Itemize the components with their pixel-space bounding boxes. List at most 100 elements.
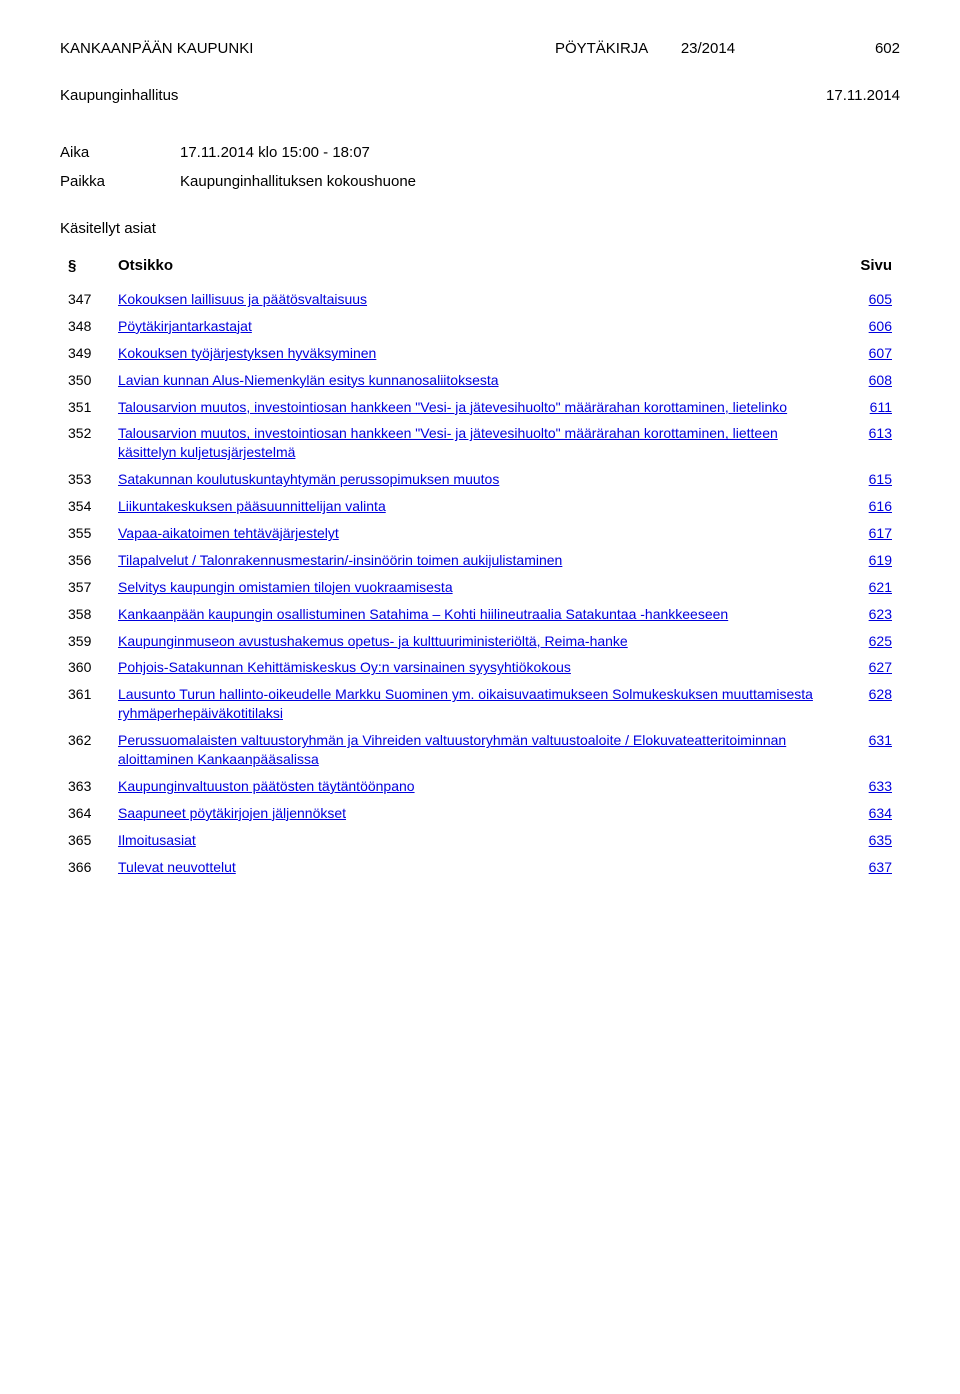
agenda-item-page-link[interactable]: 628 xyxy=(869,686,892,702)
agenda-item-number: 358 xyxy=(60,601,110,628)
agenda-item-page: 627 xyxy=(840,654,900,681)
place-label: Paikka xyxy=(60,173,180,190)
agenda-item-page-link[interactable]: 606 xyxy=(869,318,892,334)
agenda-item-page-link[interactable]: 634 xyxy=(869,805,892,821)
agenda-item-page: 608 xyxy=(840,367,900,394)
agenda-item-page: 616 xyxy=(840,493,900,520)
page-number: 602 xyxy=(840,40,900,57)
agenda-row: 350Lavian kunnan Alus-Niemenkylän esitys… xyxy=(60,367,900,394)
agenda-item-number: 355 xyxy=(60,520,110,547)
agenda-item-number: 359 xyxy=(60,628,110,655)
agenda-row: 347 Kokouksen laillisuus ja päätösvaltais… xyxy=(60,286,900,313)
agenda-item-page-link[interactable]: 615 xyxy=(869,471,892,487)
agenda-section-title: Käsitellyt asiat xyxy=(60,220,900,237)
agenda-item-title-link[interactable]: Lavian kunnan Alus-Niemenkylän esitys ku… xyxy=(118,372,499,388)
agenda-item-number: 365 xyxy=(60,827,110,854)
agenda-item-title: Talousarvion muutos, investointiosan han… xyxy=(110,420,840,466)
agenda-item-page-link[interactable]: 637 xyxy=(869,859,892,875)
agenda-item-title-link[interactable]: Ilmoitusasiat xyxy=(118,832,196,848)
agenda-item-title-link[interactable]: Satakunnan koulutuskuntayhtymän perussop… xyxy=(118,471,499,487)
agenda-item-page: 635 xyxy=(840,827,900,854)
agenda-row: 355 Vapaa-aikatoimen tehtäväjärjestelyt 61… xyxy=(60,520,900,547)
agenda-item-title: Vapaa-aikatoimen tehtäväjärjestelyt xyxy=(110,520,840,547)
agenda-item-title: Tilapalvelut / Talonrakennusmestarin/-in… xyxy=(110,547,840,574)
agenda-item-page-link[interactable]: 631 xyxy=(869,732,892,748)
agenda-row: 359 Kaupunginmuseon avustushakemus opetus… xyxy=(60,628,900,655)
agenda-row: 362Perussuomalaisten valtuustoryhmän ja … xyxy=(60,727,900,773)
meeting-date: 17.11.2014 xyxy=(826,87,900,104)
agenda-item-title: Kokouksen työjärjestyksen hyväksyminen xyxy=(110,340,840,367)
agenda-item-title-link[interactable]: Saapuneet pöytäkirjojen jäljennökset xyxy=(118,805,346,821)
agenda-item-number: 354 xyxy=(60,493,110,520)
agenda-item-title-link[interactable]: Talousarvion muutos, investointiosan han… xyxy=(118,399,787,415)
agenda-row: 366 Tulevat neuvottelut 637 xyxy=(60,854,900,881)
agenda-item-title-link[interactable]: Tilapalvelut / Talonrakennusmestarin/-in… xyxy=(118,552,562,568)
agenda-item-page-link[interactable]: 611 xyxy=(870,399,892,415)
agenda-item-page: 615 xyxy=(840,466,900,493)
agenda-item-page-link[interactable]: 607 xyxy=(869,345,892,361)
agenda-item-title-link[interactable]: Kokouksen laillisuus ja päätösvaltaisuus xyxy=(118,291,367,307)
agenda-item-title-link[interactable]: Pohjois-Satakunnan Kehittämiskeskus Oy:n… xyxy=(118,659,571,675)
agenda-item-page-link[interactable]: 625 xyxy=(869,633,892,649)
agenda-row: 357 Selvitys kaupungin omistamien tilojen… xyxy=(60,574,900,601)
agenda-row: 364Saapuneet pöytäkirjojen jäljennökset6… xyxy=(60,800,900,827)
agenda-item-page: 623 xyxy=(840,601,900,628)
meeting-info: Aika 17.11.2014 klo 15:00 - 18:07 Paikka… xyxy=(60,144,900,190)
doc-number: 23/2014 xyxy=(681,40,735,57)
time-label: Aika xyxy=(60,144,180,161)
agenda-item-page-link[interactable]: 623 xyxy=(869,606,892,622)
agenda-item-number: 363 xyxy=(60,773,110,800)
col-section: § xyxy=(60,253,110,286)
agenda-item-number: 362 xyxy=(60,727,110,773)
agenda-item-page-link[interactable]: 613 xyxy=(869,425,892,441)
agenda-item-page-link[interactable]: 616 xyxy=(869,498,892,514)
agenda-item-page-link[interactable]: 627 xyxy=(869,659,892,675)
agenda-item-page-link[interactable]: 605 xyxy=(869,291,892,307)
agenda-item-number: 366 xyxy=(60,854,110,881)
agenda-item-page: 631 xyxy=(840,727,900,773)
agenda-item-number: 347 xyxy=(60,286,110,313)
agenda-item-number: 356 xyxy=(60,547,110,574)
agenda-item-page: 607 xyxy=(840,340,900,367)
agenda-body: 347 Kokouksen laillisuus ja päätösvaltais… xyxy=(60,286,900,880)
agenda-item-page: 619 xyxy=(840,547,900,574)
agenda-item-page: 634 xyxy=(840,800,900,827)
agenda-row: 353Satakunnan koulutuskuntayhtymän perus… xyxy=(60,466,900,493)
agenda-item-title-link[interactable]: Perussuomalaisten valtuustoryhmän ja Vih… xyxy=(118,732,786,767)
agenda-item-page-link[interactable]: 617 xyxy=(869,525,892,541)
agenda-item-title-link[interactable]: Kokouksen työjärjestyksen hyväksyminen xyxy=(118,345,376,361)
agenda-item-title: Ilmoitusasiat xyxy=(110,827,840,854)
agenda-item-page-link[interactable]: 621 xyxy=(869,579,892,595)
agenda-item-title-link[interactable]: Lausunto Turun hallinto-oikeudelle Markk… xyxy=(118,686,813,721)
agenda-row: 352Talousarvion muutos, investointiosan … xyxy=(60,420,900,466)
agenda-item-title-link[interactable]: Vapaa-aikatoimen tehtäväjärjestelyt xyxy=(118,525,339,541)
committee-name: Kaupunginhallitus xyxy=(60,87,178,104)
col-page: Sivu xyxy=(840,253,900,286)
agenda-item-title-link[interactable]: Selvitys kaupungin omistamien tilojen vu… xyxy=(118,579,453,595)
agenda-item-title-link[interactable]: Pöytäkirjantarkastajat xyxy=(118,318,252,334)
agenda-item-number: 352 xyxy=(60,420,110,466)
agenda-item-page: 613 xyxy=(840,420,900,466)
agenda-item-page: 628 xyxy=(840,681,900,727)
agenda-item-title: Liikuntakeskuksen pääsuunnittelijan vali… xyxy=(110,493,840,520)
agenda-item-title-link[interactable]: Liikuntakeskuksen pääsuunnittelijan vali… xyxy=(118,498,386,514)
document-header: KANKAANPÄÄN KAUPUNKI PÖYTÄKIRJA 23/2014 … xyxy=(60,40,900,57)
meeting-time-row: Aika 17.11.2014 klo 15:00 - 18:07 xyxy=(60,144,900,161)
agenda-item-page-link[interactable]: 635 xyxy=(869,832,892,848)
agenda-item-title-link[interactable]: Tulevat neuvottelut xyxy=(118,859,236,875)
agenda-item-page-link[interactable]: 608 xyxy=(869,372,892,388)
agenda-row: 365 Ilmoitusasiat 635 xyxy=(60,827,900,854)
agenda-item-title-link[interactable]: Kankaanpään kaupungin osallistuminen Sat… xyxy=(118,606,728,622)
agenda-row: 354 Liikuntakeskuksen pääsuunnittelijan v… xyxy=(60,493,900,520)
agenda-item-page-link[interactable]: 619 xyxy=(869,552,892,568)
agenda-item-title-link[interactable]: Kaupunginmuseon avustushakemus opetus- j… xyxy=(118,633,628,649)
agenda-item-title: Satakunnan koulutuskuntayhtymän perussop… xyxy=(110,466,840,493)
agenda-item-page-link[interactable]: 633 xyxy=(869,778,892,794)
agenda-item-title-link[interactable]: Kaupunginvaltuuston päätösten täytäntöön… xyxy=(118,778,415,794)
agenda-item-number: 357 xyxy=(60,574,110,601)
agenda-item-page: 606 xyxy=(840,313,900,340)
agenda-item-title-link[interactable]: Talousarvion muutos, investointiosan han… xyxy=(118,425,778,460)
agenda-item-title: Kankaanpään kaupungin osallistuminen Sat… xyxy=(110,601,840,628)
agenda-item-number: 351 xyxy=(60,394,110,421)
time-value: 17.11.2014 klo 15:00 - 18:07 xyxy=(180,144,900,161)
